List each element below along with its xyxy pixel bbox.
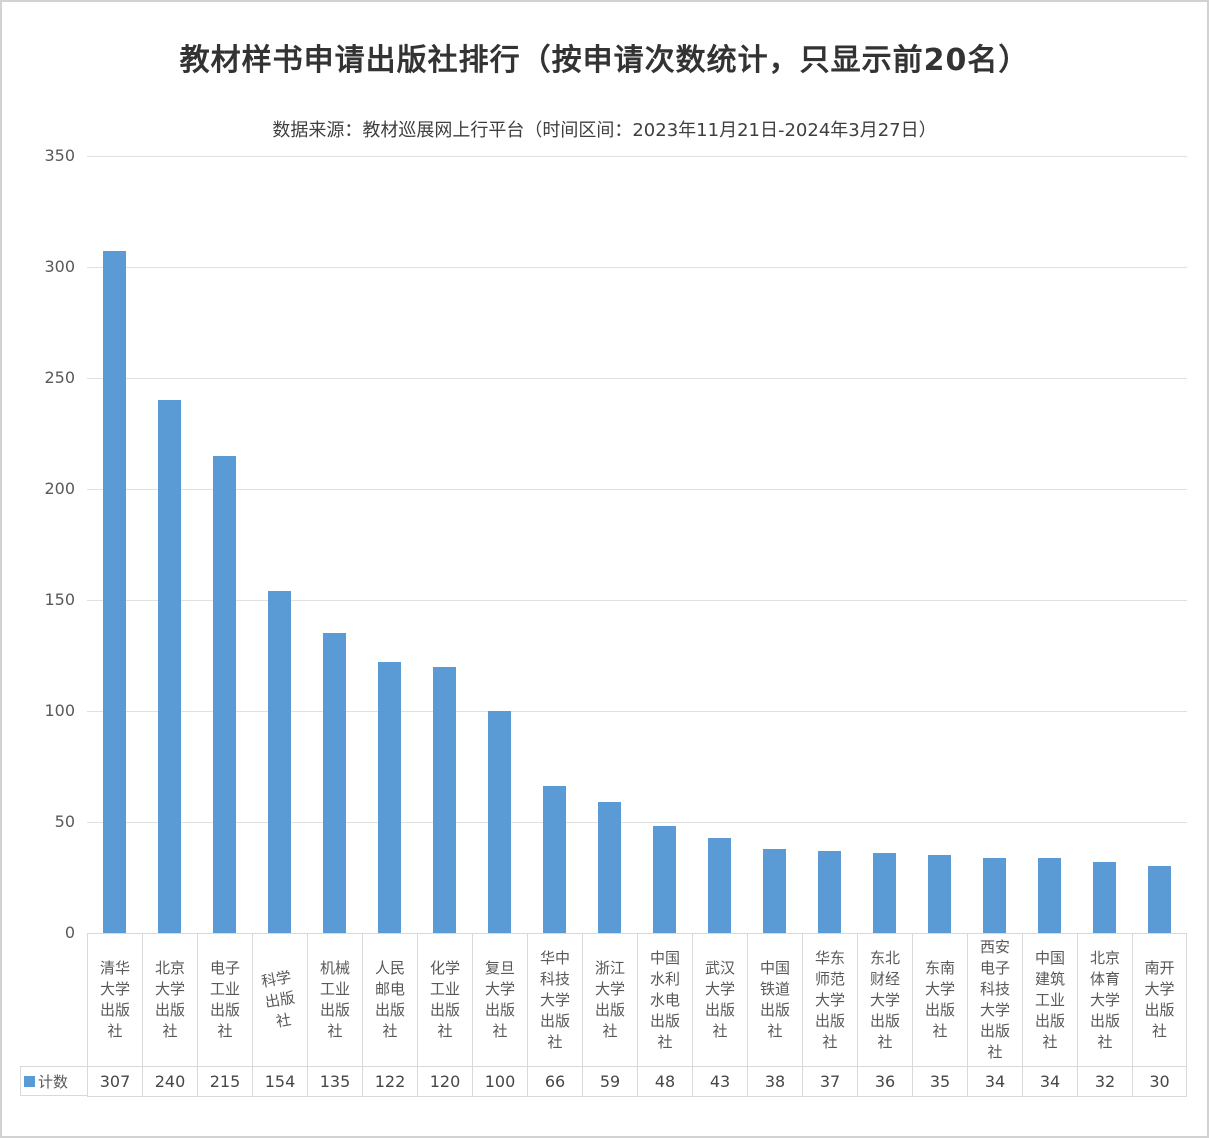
category-label: 北京 体育 大学 出版 社 [1077,934,1132,1066]
bar [983,858,1006,933]
value-cell: 48 [637,1067,692,1096]
bar [158,400,181,933]
y-axis-tick-label: 250 [44,368,75,387]
bar [708,838,731,933]
bar [1148,866,1171,933]
category-label: 武汉 大学 出版 社 [692,934,747,1066]
value-cell: 32 [1077,1067,1132,1096]
category-label: 电子 工业 出版 社 [197,934,252,1066]
value-cell: 59 [582,1067,637,1096]
y-axis-tick-label: 150 [44,590,75,609]
category-label: 清华 大学 出版 社 [87,934,142,1066]
legend-label: 计数 [38,1072,69,1091]
bar [488,711,511,933]
y-axis-tick-label: 50 [54,812,75,831]
legend: 计数 [20,1066,87,1096]
value-cell: 66 [527,1067,582,1096]
bar [433,667,456,933]
value-cell: 240 [142,1067,197,1096]
category-label: 东南 大学 出版 社 [912,934,967,1066]
bar [1093,862,1116,933]
category-label: 浙江 大学 出版 社 [582,934,637,1066]
gridline [87,156,1187,157]
y-axis-tick-label: 100 [44,701,75,720]
bar [818,851,841,933]
category-label: 华东 师范 大学 出版 社 [802,934,857,1066]
value-cell: 35 [912,1067,967,1096]
value-cell: 38 [747,1067,802,1096]
bar [103,251,126,933]
y-axis: 0 50 100 150 200 250 300 350 [2,146,75,942]
bar [213,456,236,933]
value-cell: 122 [362,1067,417,1096]
category-label: 化学 工业 出版 社 [417,934,472,1066]
value-cell: 307 [87,1067,142,1096]
category-label: 人民 邮电 出版 社 [362,934,417,1066]
category-label: 北京 大学 出版 社 [142,934,197,1066]
chart-subtitle: 数据来源：教材巡展网上行平台（时间区间：2023年11月21日-2024年3月2… [272,120,937,141]
category-label: 中国 建筑 工业 出版 社 [1022,934,1077,1066]
gridline [87,267,1187,268]
y-axis-tick-label: 300 [44,257,75,276]
value-cell: 34 [967,1067,1022,1096]
legend-swatch-icon [24,1075,35,1087]
data-table: 清华 大学 出版 社北京 大学 出版 社电子 工业 出版 社科学 出版 社机械 … [20,933,1187,1097]
gridline [87,489,1187,490]
value-cell: 135 [307,1067,362,1096]
y-axis-tick-label: 350 [44,146,75,165]
category-label: 华中 科技 大学 出版 社 [527,934,582,1066]
plot-area [87,156,1187,933]
y-axis-tick-label: 0 [64,923,75,942]
y-axis-tick-label: 200 [44,479,75,498]
value-row: 计数 307 240 215 154 135 122 120 100 66 59 48 43 38 37 3… [20,1066,1187,1097]
category-label: 中国 水利 水电 出版 社 [637,934,692,1066]
category-label: 中国 铁道 出版 社 [747,934,802,1066]
bar [378,662,401,933]
gridline [87,822,1187,823]
value-cell: 34 [1022,1067,1077,1096]
gridline [87,711,1187,712]
bar [1038,858,1061,933]
bar [928,855,951,933]
gridline [87,600,1187,601]
value-cell: 37 [802,1067,857,1096]
value-cell: 154 [252,1067,307,1096]
value-cell: 215 [197,1067,252,1096]
bar [653,826,676,933]
bar [873,853,896,933]
bar [268,591,291,933]
bar [543,786,566,933]
category-label: 东北 财经 大学 出版 社 [857,934,912,1066]
category-label: 西安 电子 科技 大学 出版 社 [967,934,1022,1066]
value-cell: 36 [857,1067,912,1096]
value-cell: 43 [692,1067,747,1096]
bar [323,633,346,933]
gridline [87,378,1187,379]
category-label: 机械 工业 出版 社 [307,934,362,1066]
bar [598,802,621,933]
value-cell: 100 [472,1067,527,1096]
category-label: 复旦 大学 出版 社 [472,934,527,1066]
category-label: 科学 出版 社 [252,934,307,1066]
value-cell: 120 [417,1067,472,1096]
category-row: 清华 大学 出版 社北京 大学 出版 社电子 工业 出版 社科学 出版 社机械 … [87,933,1187,1067]
chart-title: 教材样书申请出版社排行（按申请次数统计，只显示前20名） [179,43,1030,78]
value-cell: 30 [1132,1067,1187,1096]
category-label: 南开 大学 出版 社 [1132,934,1187,1066]
bar [763,849,786,933]
